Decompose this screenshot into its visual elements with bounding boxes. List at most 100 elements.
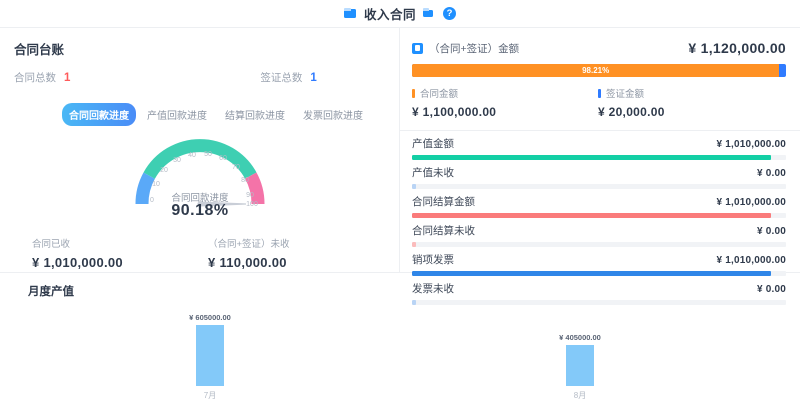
total-amount-label: （合同+签证）金额 (429, 42, 520, 55)
svg-text:10: 10 (152, 181, 160, 188)
bar-rect[interactable] (566, 345, 594, 386)
sub-amount-head: 合同金额 (412, 86, 598, 100)
page-title: 收入合同 (363, 8, 416, 22)
sub-amount-label: 合同金额 (420, 89, 459, 100)
gauge-svg: 0 10 20 30 40 50 60 70 80 90 100 (135, 139, 265, 208)
sub-amount-value: ¥ 20,000.00 (598, 105, 665, 119)
legend-marker-icon (598, 88, 601, 98)
metric-value: ¥ 1,010,000.00 (716, 197, 786, 208)
svg-text:0: 0 (150, 197, 154, 204)
figure-unreceived: （合同+签证）未收 ¥ 110,000.00 (180, 236, 360, 270)
metric-track (412, 155, 786, 160)
metric-label: 发票未收 (412, 283, 454, 295)
svg-text:20: 20 (160, 167, 168, 174)
svg-text:90: 90 (246, 192, 254, 199)
svg-text:40: 40 (188, 152, 196, 159)
svg-text:60: 60 (219, 155, 227, 162)
metric-value: ¥ 0.00 (756, 284, 786, 295)
tab-settlement-progress[interactable]: 结算回款进度 (225, 111, 285, 122)
folder-icon (343, 8, 357, 19)
metric-value: ¥ 0.00 (756, 226, 786, 237)
svg-text:30: 30 (173, 157, 181, 164)
metric-fill (412, 184, 416, 189)
figure-contract-received: 合同已收 ¥ 1,010,000.00 (0, 236, 180, 270)
amount-summary-panel: （合同+签证）金额 ¥ 1,120,000.00 98.21% 合同金额 ¥ 1… (400, 28, 800, 305)
legend-marker-icon (412, 88, 415, 98)
bar-rect[interactable] (196, 325, 224, 386)
metric-label: 产值未收 (412, 167, 454, 179)
stat-visa-count: 签证总数 1 (260, 70, 316, 85)
metric-value: ¥ 0.00 (756, 168, 786, 179)
metric-track (412, 300, 786, 305)
total-progress-bar: 98.21% (412, 64, 786, 77)
dashboard-main: 合同台账 合同总数 1 签证总数 1 合同回款进度 产值回款进度 结算回款进度 … (0, 28, 800, 305)
metric-label: 合同结算未收 (412, 225, 475, 237)
ledger-stats: 合同总数 1 签证总数 1 (0, 58, 399, 85)
sub-amount-label: 签证金额 (606, 89, 645, 100)
metric-row: 发票未收 ¥ 0.00 (412, 281, 786, 305)
ledger-figures: 合同已收 ¥ 1,010,000.00 （合同+签证）未收 ¥ 110,000.… (0, 222, 399, 270)
bar-category-label: 7月 (203, 391, 217, 400)
figure-value: ¥ 1,010,000.00 (32, 255, 123, 270)
bar-value-label: ¥ 605000.00 (189, 313, 231, 322)
app-header: 收入合同 ? (0, 0, 800, 28)
metric-label: 销项发票 (412, 254, 454, 266)
figure-label: （合同+签证）未收 (208, 239, 290, 250)
svg-text:100: 100 (246, 201, 258, 208)
metric-row: 产值未收 ¥ 0.00 (412, 165, 786, 189)
metric-row: 合同结算金额 ¥ 1,010,000.00 (412, 194, 786, 218)
figure-label: 合同已收 (32, 239, 71, 250)
metric-row: 销项发票 ¥ 1,010,000.00 (412, 252, 786, 276)
metric-value: ¥ 1,010,000.00 (716, 255, 786, 266)
metric-label: 合同结算金额 (412, 196, 475, 208)
tag-icon[interactable] (423, 8, 436, 19)
stat-contract-count: 合同总数 1 (14, 70, 70, 85)
total-amount-value: ¥ 1,120,000.00 (688, 40, 786, 56)
total-progress-percent: 98.21% (582, 66, 610, 75)
contract-ledger-panel: 合同台账 合同总数 1 签证总数 1 合同回款进度 产值回款进度 结算回款进度 … (0, 28, 400, 272)
metric-track (412, 213, 786, 218)
bar-category-label: 8月 (573, 391, 587, 400)
metric-fill (412, 155, 772, 160)
sub-amounts: 合同金额 ¥ 1,100,000.00 签证金额 ¥ 20,000.00 (412, 86, 786, 130)
metric-track (412, 184, 786, 189)
metric-fill (412, 300, 416, 305)
tab-output-progress[interactable]: 产值回款进度 (147, 111, 207, 122)
sub-amount-visa: 签证金额 ¥ 20,000.00 (598, 86, 784, 119)
metric-fill (412, 242, 416, 247)
total-progress-fill: 98.21% (412, 64, 780, 77)
stat-value: 1 (310, 72, 317, 84)
svg-text:70: 70 (232, 164, 240, 171)
total-amount-block: （合同+签证）金额 ¥ 1,120,000.00 98.21% 合同金额 ¥ 1… (400, 28, 800, 131)
metric-track (412, 242, 786, 247)
metric-row: 产值金额 ¥ 1,010,000.00 (412, 136, 786, 160)
svg-text:80: 80 (241, 177, 249, 184)
ledger-title: 合同台账 (14, 43, 65, 57)
gauge-value: 90.18% (171, 202, 229, 219)
sub-amount-head: 签证金额 (598, 86, 784, 100)
chart-title: 月度产值 (28, 286, 74, 298)
figure-value: ¥ 110,000.00 (208, 255, 287, 270)
payment-progress-gauge: 0 10 20 30 40 50 60 70 80 90 100 合同回款进度 … (0, 130, 400, 222)
tab-invoice-progress[interactable]: 发票回款进度 (303, 111, 363, 122)
metric-value: ¥ 1,010,000.00 (716, 139, 786, 150)
metric-list: 产值金额 ¥ 1,010,000.00 产值未收 ¥ 0.00 合同结算金额 (400, 131, 800, 305)
chart-bar-group[interactable]: ¥ 605000.00 7月 (155, 313, 265, 401)
help-circle-icon[interactable]: ? (443, 7, 456, 20)
sub-amount-value: ¥ 1,100,000.00 (412, 105, 497, 119)
total-amount-row: （合同+签证）金额 ¥ 1,120,000.00 (412, 40, 786, 56)
chart-plot-area: ¥ 605000.00 7月 ¥ 405000.00 8月 (0, 303, 800, 401)
chart-bar-group[interactable]: ¥ 405000.00 8月 (525, 333, 635, 401)
gauge-caption: 合同回款进度 (171, 193, 229, 204)
metric-fill (412, 271, 772, 276)
metric-track (412, 271, 786, 276)
metric-fill (412, 213, 772, 218)
bar-value-label: ¥ 405000.00 (559, 333, 601, 342)
stat-label: 合同总数 (14, 72, 56, 84)
metric-row: 合同结算未收 ¥ 0.00 (412, 223, 786, 247)
tab-contract-progress[interactable]: 合同回款进度 (62, 103, 136, 126)
stat-label: 签证总数 (260, 72, 303, 84)
monthly-output-chart: 月度产值 ¥ 605000.00 7月 ¥ 405000.00 8月 (0, 273, 800, 408)
sub-amount-contract: 合同金额 ¥ 1,100,000.00 (412, 86, 598, 119)
total-amount-left: （合同+签证）金额 (412, 41, 519, 56)
